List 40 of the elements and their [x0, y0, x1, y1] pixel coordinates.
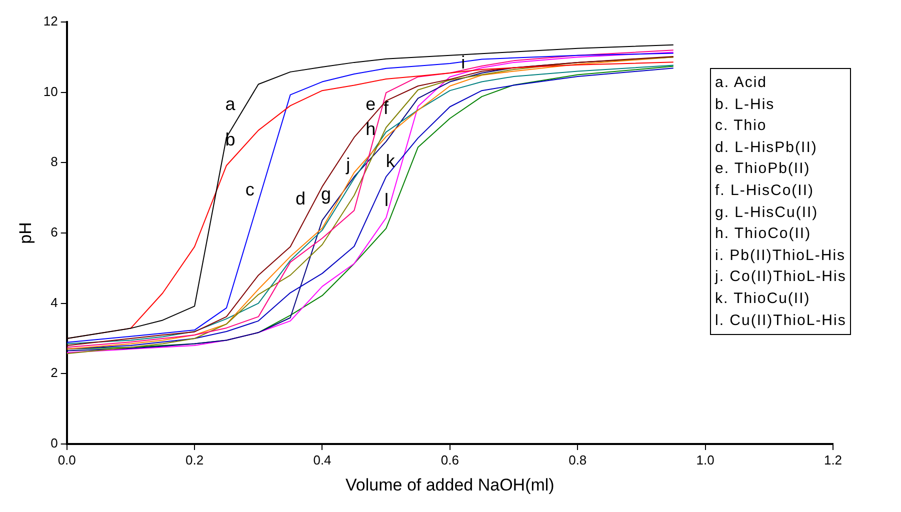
- annotation: j: [345, 154, 350, 175]
- annotation: i. Pb(II)ThioL-His: [715, 246, 846, 266]
- x-tick-label: 0.6: [440, 452, 459, 468]
- annotation: f: [383, 98, 390, 118]
- y-tick-label: 2: [50, 365, 58, 380]
- y-tick-label: 0: [50, 436, 58, 451]
- annotation: g. L-HisCu(II): [715, 202, 820, 223]
- annotation: b: [225, 129, 236, 150]
- annotation: a: [225, 94, 236, 114]
- annotation: k: [386, 151, 396, 172]
- annotation: i: [461, 52, 466, 72]
- annotation: k. ThioCu(II): [715, 288, 812, 309]
- annotation: d: [295, 188, 306, 208]
- y-tick-label: 4: [50, 294, 58, 310]
- annotation: e: [366, 94, 376, 114]
- annotation: g: [320, 184, 332, 204]
- annotation: j. Co(II)ThioL-His: [715, 267, 846, 288]
- annotation: c: [245, 179, 254, 200]
- y-tick-label: 8: [50, 154, 58, 170]
- annotation: h: [366, 119, 376, 140]
- x-tick-label: 1.0: [696, 452, 714, 468]
- y-axis-title: pH: [16, 222, 35, 244]
- annotation: b. L-His: [715, 94, 776, 115]
- annotation: l. Cu(II)ThioL-His: [715, 310, 846, 331]
- annotation: c. Thio: [715, 116, 768, 136]
- x-axis-title: Volume of added NaOH(ml): [346, 475, 554, 494]
- x-tick-label: 1.2: [824, 452, 842, 468]
- annotation: h. ThioCo(II): [715, 224, 812, 244]
- annotation: f. L-HisCo(II): [715, 180, 816, 201]
- annotation: d. L-HisPb(II): [715, 138, 818, 158]
- x-tick-label: 0.2: [186, 452, 204, 468]
- annotation: l: [384, 190, 388, 210]
- annotation: e. ThioPb(II): [715, 159, 812, 180]
- annotation: a. Acid: [715, 73, 768, 93]
- x-tick-label: 0.4: [313, 452, 332, 468]
- y-tick-label: 12: [43, 14, 58, 29]
- x-tick-label: 0.0: [58, 452, 76, 468]
- y-tick-label: 6: [50, 224, 58, 240]
- x-tick-label: 0.8: [568, 452, 587, 468]
- y-tick-label: 10: [43, 84, 58, 99]
